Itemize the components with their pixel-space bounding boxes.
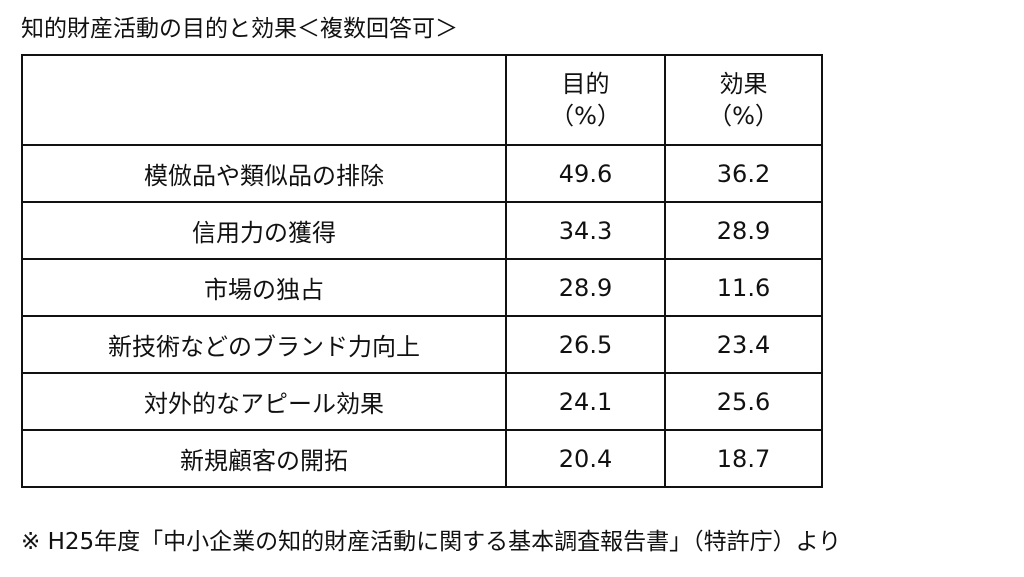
table-row: 模倣品や類似品の排除 49.6 36.2 <box>21 144 823 203</box>
source-footnote: ※ H25年度「中小企業の知的財産活動に関する基本調査報告書」（特許庁）より <box>21 529 842 555</box>
purpose-effect-table: 目的 （%） 効果 （%） 模倣品や類似品の排除 49.6 36.2 信用力の獲… <box>21 54 823 488</box>
effect-value: 36.2 <box>664 144 823 203</box>
table-row: 信用力の獲得 34.3 28.9 <box>21 201 823 260</box>
table-header-row: 目的 （%） 効果 （%） <box>21 54 823 146</box>
table-row: 市場の独占 28.9 11.6 <box>21 258 823 317</box>
purpose-value: 34.3 <box>505 201 666 260</box>
header-blank-cell <box>21 54 507 146</box>
header-purpose: 目的 （%） <box>505 54 666 146</box>
purpose-value: 49.6 <box>505 144 666 203</box>
effect-value: 28.9 <box>664 201 823 260</box>
effect-value: 18.7 <box>664 429 823 488</box>
row-label: 対外的なアピール効果 <box>21 372 507 431</box>
header-purpose-label: 目的 <box>561 70 610 98</box>
row-label: 新技術などのブランド力向上 <box>21 315 507 374</box>
row-label: 模倣品や類似品の排除 <box>21 144 507 203</box>
header-effect-label: 効果 <box>719 70 768 98</box>
row-label: 新規顧客の開拓 <box>21 429 507 488</box>
purpose-value: 26.5 <box>505 315 666 374</box>
effect-value: 23.4 <box>664 315 823 374</box>
purpose-value: 24.1 <box>505 372 666 431</box>
header-effect: 効果 （%） <box>664 54 823 146</box>
header-effect-unit: （%） <box>708 102 779 130</box>
effect-value: 11.6 <box>664 258 823 317</box>
row-label: 信用力の獲得 <box>21 201 507 260</box>
header-purpose-unit: （%） <box>550 102 621 130</box>
table-row: 新規顧客の開拓 20.4 18.7 <box>21 429 823 488</box>
effect-value: 25.6 <box>664 372 823 431</box>
table-row: 新技術などのブランド力向上 26.5 23.4 <box>21 315 823 374</box>
page-title: 知的財産活動の目的と効果＜複数回答可＞ <box>21 16 458 42</box>
row-label: 市場の独占 <box>21 258 507 317</box>
purpose-value: 28.9 <box>505 258 666 317</box>
purpose-value: 20.4 <box>505 429 666 488</box>
table-row: 対外的なアピール効果 24.1 25.6 <box>21 372 823 431</box>
